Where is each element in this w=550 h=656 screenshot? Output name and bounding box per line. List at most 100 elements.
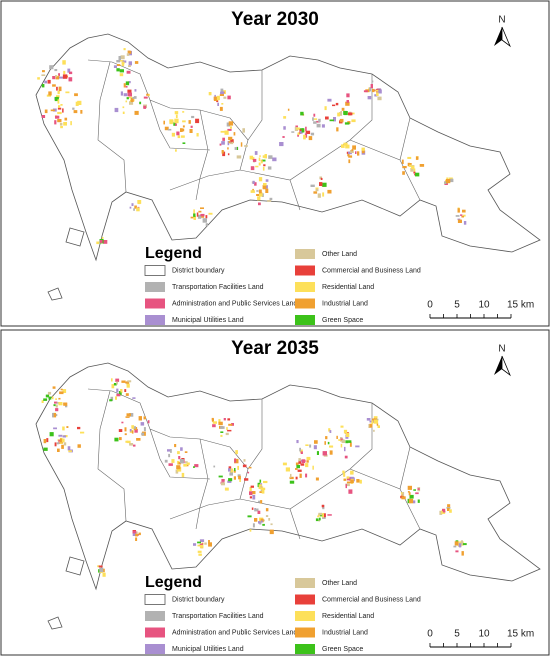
land-patch — [325, 436, 328, 440]
land-patch — [267, 166, 272, 170]
land-patch — [279, 142, 284, 147]
land-patch — [259, 155, 261, 157]
land-patch — [329, 119, 334, 122]
legend-label: Commercial and Business Land — [322, 267, 421, 274]
land-patch — [191, 115, 195, 119]
land-patch — [64, 117, 68, 121]
land-patch — [315, 188, 319, 192]
land-patch — [55, 75, 57, 78]
land-patch — [220, 434, 223, 437]
land-patch — [63, 70, 66, 75]
legend-label: District boundary — [172, 267, 225, 274]
land-patch — [457, 219, 462, 223]
land-patch — [312, 465, 314, 470]
land-patch — [341, 107, 345, 111]
land-patch — [221, 141, 225, 145]
land-patch — [175, 114, 178, 119]
land-patch — [219, 94, 224, 96]
land-patch — [238, 475, 241, 480]
land-patch — [264, 154, 267, 159]
land-patch — [346, 100, 349, 103]
land-patch — [413, 489, 416, 491]
land-patch — [54, 120, 57, 125]
land-patch — [377, 425, 380, 428]
land-patch — [56, 442, 60, 445]
land-patch — [114, 437, 119, 442]
land-patch — [62, 108, 64, 113]
land-patch — [236, 146, 239, 150]
legend-swatch — [145, 315, 165, 325]
land-patch — [310, 184, 315, 187]
land-patch — [251, 157, 255, 160]
land-patch — [182, 120, 186, 123]
land-patch — [458, 543, 462, 548]
land-patch — [453, 545, 457, 548]
land-patch — [250, 190, 255, 193]
legend-label: District boundary — [172, 596, 225, 603]
land-patch — [297, 132, 300, 136]
land-patch — [227, 429, 232, 432]
land-patch — [120, 55, 125, 60]
land-patch — [123, 93, 128, 97]
land-patch — [70, 121, 72, 126]
land-patch — [221, 103, 224, 105]
land-patch — [324, 441, 326, 445]
land-patch — [177, 451, 180, 455]
land-patch — [131, 203, 134, 206]
land-patch — [323, 513, 326, 518]
land-patch — [351, 149, 353, 152]
land-patch — [135, 533, 138, 537]
land-patch — [249, 496, 252, 499]
land-patch — [355, 445, 360, 448]
land-patch — [167, 449, 172, 452]
land-patch — [322, 192, 325, 197]
land-patch — [332, 104, 336, 107]
land-patch — [175, 149, 177, 152]
land-patch — [401, 159, 404, 164]
land-patch — [261, 193, 264, 197]
land-patch — [309, 444, 312, 448]
land-patch — [60, 388, 63, 391]
land-patch — [44, 80, 47, 84]
land-patch — [282, 462, 287, 466]
land-patch — [121, 421, 124, 424]
land-patch — [377, 96, 382, 101]
land-patch — [72, 107, 75, 110]
legend-swatch — [145, 282, 165, 292]
land-patch — [298, 128, 304, 130]
land-patch — [123, 83, 126, 88]
land-patch — [134, 205, 137, 209]
land-patch — [329, 430, 332, 433]
land-patch — [407, 491, 410, 493]
land-patch — [126, 70, 131, 74]
land-patch — [249, 529, 252, 532]
land-patch — [449, 509, 452, 513]
land-patch — [283, 116, 287, 119]
land-patch — [265, 179, 269, 182]
land-patch — [316, 123, 321, 128]
land-patch — [348, 489, 353, 494]
land-patch — [300, 111, 304, 116]
land-patch — [53, 427, 57, 430]
legend-swatch — [295, 282, 315, 292]
land-patch — [57, 107, 62, 110]
land-patch — [125, 100, 128, 103]
land-patch — [63, 402, 68, 406]
land-patch — [417, 499, 420, 503]
land-patch — [249, 487, 252, 492]
land-patch — [58, 73, 60, 77]
land-patch — [252, 495, 256, 500]
land-patch — [303, 134, 306, 140]
land-patch — [220, 130, 225, 133]
land-patch — [171, 132, 175, 137]
land-patch — [220, 91, 224, 96]
land-patch — [460, 540, 463, 545]
land-patch — [128, 65, 131, 67]
land-patch — [373, 89, 377, 92]
land-patch — [257, 510, 261, 514]
land-patch — [126, 97, 129, 100]
land-patch — [243, 459, 246, 462]
land-patch — [373, 429, 375, 432]
land-patch — [200, 207, 204, 209]
land-patch — [141, 432, 145, 436]
